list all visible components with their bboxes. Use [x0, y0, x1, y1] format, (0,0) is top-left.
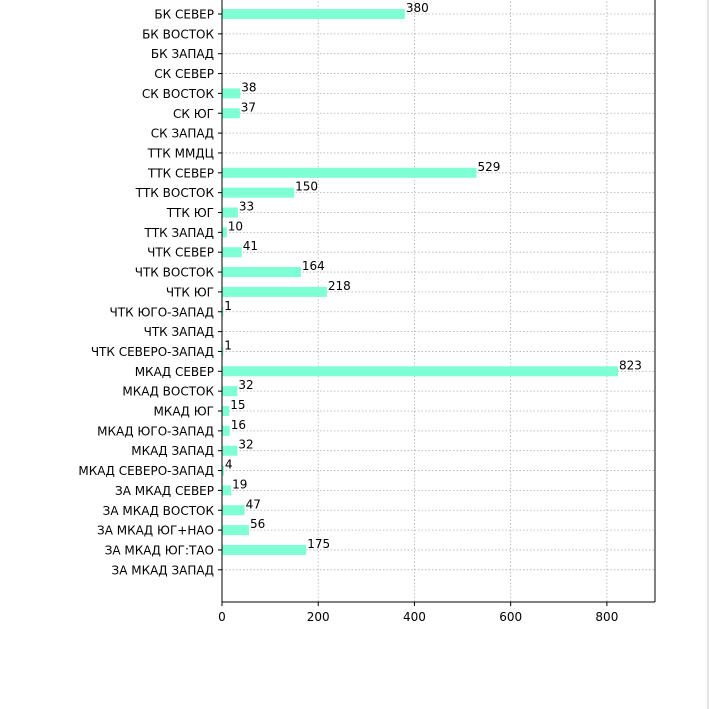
bar [222, 247, 242, 258]
category-label: ЗА МКАД ЗАПАД [112, 563, 215, 577]
bar [222, 346, 224, 357]
value-label: 164 [302, 259, 325, 273]
bar [222, 505, 245, 516]
bar [222, 386, 238, 397]
bar [222, 445, 238, 456]
category-label: ЗА МКАД СЕВЕР [115, 484, 214, 498]
category-label: МКАД ЮГО-ЗАПАД [97, 424, 214, 438]
value-label: 19 [232, 477, 247, 491]
bar [222, 485, 232, 496]
value-label: 47 [246, 497, 261, 511]
bar [222, 525, 249, 536]
category-label: ЗА МКАД ВОСТОК [103, 504, 215, 518]
bar [222, 9, 405, 19]
value-label: 33 [239, 200, 254, 214]
bar [222, 267, 301, 278]
bar [222, 544, 307, 555]
category-label: ЗА МКАД ЮГ:ТАО [105, 543, 214, 557]
category-label: БК ВОСТОК [142, 27, 214, 41]
category-label: СК СЕВЕР [154, 67, 214, 81]
value-label: 37 [241, 100, 256, 114]
category-label: БК ЗАПАД [151, 47, 214, 61]
value-label: 32 [238, 378, 253, 392]
category-label: ЧТК ЮГ [166, 285, 214, 299]
bar [222, 425, 230, 436]
category-label: СК ЮГ [173, 107, 214, 121]
bars-group [222, 9, 618, 555]
category-label: ЗА МКАД ЮГ+НАО [97, 524, 214, 538]
value-label: 38 [241, 80, 256, 94]
x-tick-label: 800 [595, 610, 618, 624]
page-edge [707, 0, 709, 709]
category-label: МКАД ВОСТОК [122, 385, 214, 399]
category-label: ТТК ЗАПАД [143, 226, 214, 240]
category-label: ЧТК ЮГО-ЗАПАД [110, 305, 214, 319]
value-label: 150 [295, 180, 318, 194]
category-label: ЧТК ВОСТОК [135, 266, 215, 280]
value-label: 4 [225, 458, 233, 472]
bar [222, 406, 230, 416]
x-tick-label: 200 [307, 610, 330, 624]
value-label: 56 [250, 517, 265, 531]
bar [222, 108, 240, 119]
value-label: 218 [328, 279, 351, 293]
bar [222, 465, 224, 476]
bar [222, 88, 241, 99]
category-label: МКАД СЕВЕР [135, 365, 214, 379]
category-label: ЧТК СЕВЕРО-ЗАПАД [91, 345, 214, 359]
bar [222, 366, 618, 377]
category-label: ЧТК СЕВЕР [147, 246, 214, 260]
value-label: 1 [224, 299, 232, 313]
x-tick-label: 600 [499, 610, 522, 624]
category-label: ТТК СЕВЕР [147, 166, 214, 180]
value-label: 15 [230, 398, 245, 412]
category-label: ТТК ВОСТОК [135, 186, 215, 200]
value-label: 41 [243, 239, 258, 253]
category-label: ЧТК ЗАПАД [144, 325, 214, 339]
value-label: 10 [228, 219, 243, 233]
category-label: СК ЗАПАД [151, 127, 214, 141]
value-label: 32 [238, 438, 253, 452]
x-ticks: 0 200 400 600 800 [218, 602, 618, 624]
category-label: СК ВОСТОК [142, 87, 215, 101]
bar [222, 227, 227, 238]
value-label: 16 [231, 418, 246, 432]
grid-lines [222, 0, 655, 602]
category-label: БК СЕВЕР [154, 8, 214, 22]
bar [222, 187, 295, 198]
value-label: 380 [406, 1, 429, 15]
value-label: 823 [619, 358, 642, 372]
category-labels: БК СЕВЕР БК ВОСТОК БК ЗАПАД СК СЕВЕР СК ВОСТ… [78, 8, 214, 578]
value-label: 1 [224, 338, 232, 352]
category-label: МКАД СЕВЕРО-ЗАПАД [78, 464, 214, 478]
category-label: ТТК ММДЦ [147, 146, 214, 160]
bar [222, 167, 477, 178]
bar [222, 306, 224, 317]
x-tick-label: 0 [218, 610, 226, 624]
x-tick-label: 400 [403, 610, 426, 624]
value-label: 175 [307, 537, 330, 551]
category-label: МКАД ЗАПАД [131, 444, 214, 458]
bar [222, 286, 327, 297]
bar [222, 207, 238, 218]
category-label: МКАД ЮГ [153, 405, 214, 419]
category-label: ТТК ЮГ [166, 206, 214, 220]
value-label: 529 [478, 160, 501, 174]
axes-frame [218, 0, 656, 603]
